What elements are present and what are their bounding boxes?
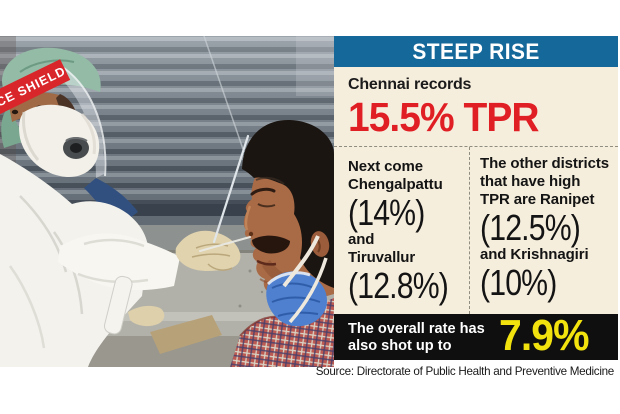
ppe-sleeve [58, 233, 180, 291]
n95-mask [19, 104, 100, 178]
photo-swab-test: FACE SHIELD [0, 36, 334, 367]
infographic-title-bar: STEEP RISE [334, 36, 618, 67]
swab-stick [199, 134, 251, 252]
stone-step-edge [150, 315, 222, 354]
left-column-value-2: (12.8%) [348, 265, 449, 306]
infographic-panel: STEEP RISE Chennai records 15.5% TPR Nex… [334, 36, 618, 360]
infographic-title: STEEP RISE [412, 38, 540, 64]
sample-tube [103, 275, 133, 335]
right-column-value-1: (12.5%) [480, 207, 581, 248]
left-column-text: and [348, 231, 375, 248]
right-column-text: TPR are Ranipet [480, 191, 595, 208]
left-column-text: Next come [348, 158, 423, 175]
footer-text-line-1: The overall rate has [348, 320, 485, 337]
health-worker: FACE SHIELD [0, 47, 251, 367]
patient-eyebrow [250, 187, 276, 196]
footer-text: The overall rate has also shot up to [348, 320, 485, 354]
left-column-text: Tiruvallur [348, 249, 416, 266]
headline-lead: Chennai records [348, 76, 472, 93]
footer-text-line-2: also shot up to [348, 337, 452, 354]
headline-value: 15.5% TPR [348, 94, 540, 140]
right-column-text: The other districts [480, 155, 609, 172]
glove-thumb [128, 305, 165, 327]
photo-illustration: FACE SHIELD [0, 36, 334, 367]
right-column-value-2: (10%) [480, 262, 557, 303]
left-column: Next come Chengalpattu (14%) and Tiruval… [334, 147, 470, 314]
patient-mouth [256, 259, 277, 266]
patient [230, 119, 334, 367]
footer-value: 7.9% [498, 311, 589, 360]
right-column-text: that have high [480, 173, 581, 190]
footer-bar: The overall rate has also shot up to 7.9… [334, 314, 618, 360]
headline-section: Chennai records 15.5% TPR [334, 67, 618, 147]
source-credit: Source: Directorate of Public Health and… [315, 364, 615, 378]
left-column-text: Chengalpattu [348, 176, 443, 193]
patient-nostril [248, 231, 254, 237]
right-column-text: and Krishnagiri [480, 246, 589, 263]
right-column: The other districts that have high TPR a… [470, 147, 618, 314]
glove [175, 230, 241, 272]
district-columns: Next come Chengalpattu (14%) and Tiruval… [334, 147, 618, 314]
patient-mustache [252, 235, 290, 254]
mask-straps [282, 235, 328, 324]
left-column-value-1: (14%) [348, 192, 425, 233]
patient-closed-eye [257, 203, 276, 208]
